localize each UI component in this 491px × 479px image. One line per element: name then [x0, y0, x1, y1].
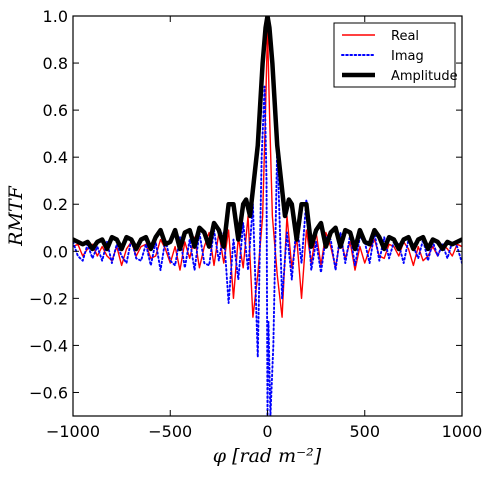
x-axis-label: φ [rad m⁻²] — [213, 445, 322, 467]
y-axis-label: RMTF — [5, 185, 27, 246]
y-tick-label: −0.6 — [29, 383, 68, 402]
legend: Real Imag Amplitude — [333, 22, 458, 88]
y-tick-label: 0.6 — [43, 101, 68, 120]
x-tick-label: −1000 — [46, 422, 100, 441]
y-tick-label: 1.0 — [43, 7, 68, 26]
x-tick-label: 500 — [349, 422, 380, 441]
legend-amplitude-label: Amplitude — [391, 69, 458, 84]
y-tick-label: 0.4 — [43, 148, 68, 167]
x-axis: −1000 −500 0 500 1000 — [46, 16, 482, 441]
x-tick-label: 1000 — [442, 422, 483, 441]
y-tick-label: −0.4 — [29, 336, 68, 355]
y-tick-label: 0.8 — [43, 54, 68, 73]
x-tick-label: −500 — [148, 422, 192, 441]
y-axis: −0.6 −0.4 −0.2 0.0 0.2 0.4 0.6 0.8 1.0 — [29, 7, 462, 402]
legend-real-label: Real — [391, 29, 419, 44]
series-line-amplitude — [73, 16, 462, 252]
legend-imag-label: Imag — [391, 49, 424, 64]
y-tick-label: 0.2 — [43, 195, 68, 214]
y-tick-label: −0.2 — [29, 289, 68, 308]
y-tick-label: 0.0 — [43, 242, 68, 261]
series-layer — [73, 16, 462, 416]
x-tick-label: 0 — [262, 422, 272, 441]
